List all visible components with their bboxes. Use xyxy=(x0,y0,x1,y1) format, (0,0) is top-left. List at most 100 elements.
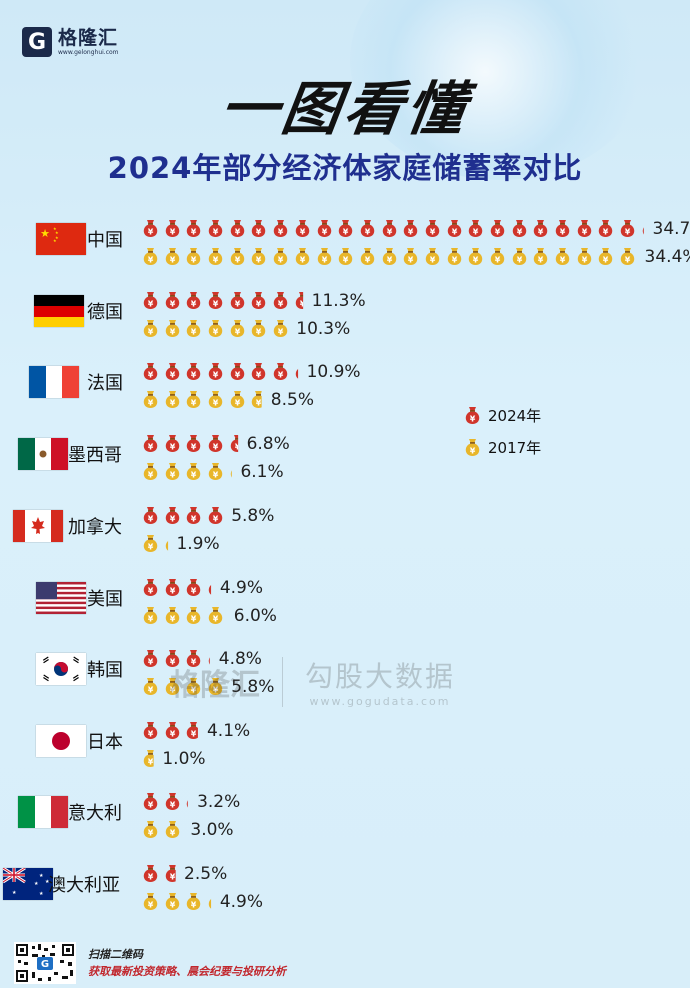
svg-text:¥: ¥ xyxy=(234,470,240,479)
svg-text:¥: ¥ xyxy=(408,227,414,236)
money-bag-red-icon: ¥ xyxy=(336,219,355,238)
category-label: 意大利 xyxy=(68,803,122,824)
money-bag-red-icon: ¥ xyxy=(445,219,464,238)
data-label: 6.8% xyxy=(246,433,290,454)
money-bag-red-icon: ¥ xyxy=(575,219,594,238)
svg-text:★: ★ xyxy=(34,881,39,887)
svg-text:¥: ¥ xyxy=(148,828,154,837)
money-bag-gold-icon: ¥ xyxy=(271,319,288,338)
svg-text:¥: ¥ xyxy=(148,542,154,551)
svg-text:¥: ¥ xyxy=(213,657,219,666)
svg-text:¥: ¥ xyxy=(603,227,609,236)
money-bag-gold-icon: ¥ xyxy=(466,247,485,266)
svg-text:¥: ¥ xyxy=(234,255,240,264)
svg-text:★: ★ xyxy=(55,230,59,235)
svg-text:¥: ¥ xyxy=(191,900,197,909)
svg-text:★: ★ xyxy=(39,891,44,897)
svg-text:¥: ¥ xyxy=(148,900,154,909)
svg-text:¥: ¥ xyxy=(213,370,219,379)
svg-text:¥: ¥ xyxy=(234,370,240,379)
money-bag-red-icon: ¥ xyxy=(163,506,182,525)
money-bag-red-icon: ¥ xyxy=(141,649,160,668)
bar-series-2024: ¥ ¥ ¥ ¥ ¥6.8% xyxy=(141,433,290,454)
svg-text:¥: ¥ xyxy=(581,227,587,236)
svg-text:¥: ¥ xyxy=(148,327,154,336)
money-bag-gold-icon: ¥ xyxy=(163,606,182,625)
svg-text:¥: ¥ xyxy=(148,370,154,379)
money-bag-red-icon: ¥ xyxy=(618,219,637,238)
chart-row: ★★★★★中国¥¥¥¥¥¥¥¥¥¥¥¥¥¥¥¥¥¥¥¥¥¥¥¥34.7%¥¥¥¥… xyxy=(0,212,690,272)
money-bag-gold-icon: ¥ xyxy=(228,462,232,481)
chart-row: 德国 ¥ ¥ ¥ ¥ ¥ ¥ ¥ ¥11.3% ¥ ¥ ¥ ¥ ¥ ¥ ¥10.3% xyxy=(0,284,690,344)
money-bag-gold-icon: ¥ xyxy=(141,390,160,409)
data-label: 34.4% xyxy=(644,246,690,267)
svg-text:¥: ¥ xyxy=(169,685,175,694)
brand-logo[interactable]: G 格隆汇 www.gelonghui.com xyxy=(22,27,119,57)
money-bag-gold-icon: ¥ xyxy=(141,892,160,911)
money-bag-gold-icon: ¥ xyxy=(163,820,182,839)
money-bag-red-icon: ¥ xyxy=(206,434,225,453)
korea-flag-icon xyxy=(36,653,86,685)
legend-item-2017: ¥2017年 xyxy=(463,437,541,458)
svg-text:¥: ¥ xyxy=(191,470,197,479)
svg-text:★: ★ xyxy=(55,235,59,240)
money-bag-red-icon: ¥ xyxy=(163,362,182,381)
gelonghui-logo-icon: G xyxy=(22,27,52,57)
svg-text:¥: ¥ xyxy=(625,255,631,264)
bar-series-2017: ¥ ¥ ¥ ¥ ¥ ¥8.5% xyxy=(141,389,314,410)
money-bag-red-icon: ¥ xyxy=(228,362,247,381)
money-bag-gold-icon: ¥ xyxy=(423,247,442,266)
bar-series-2024: ¥ ¥2.5% xyxy=(141,863,227,884)
qr-code-icon[interactable]: G xyxy=(14,942,76,984)
money-bag-red-icon: ¥ xyxy=(249,362,268,381)
money-bag-gold-icon: ¥ xyxy=(228,319,247,338)
chart-row: 美国 ¥ ¥ ¥ ¥4.9% ¥ ¥ ¥ ¥6.0% xyxy=(0,571,690,631)
svg-text:¥: ¥ xyxy=(278,255,284,264)
money-bag-red-icon: ¥ xyxy=(141,219,160,238)
svg-text:¥: ¥ xyxy=(278,327,284,336)
money-bag-gold-icon: ¥ xyxy=(141,247,160,266)
data-label: 10.9% xyxy=(306,361,361,382)
money-bag-gold-icon: ¥ xyxy=(141,677,160,696)
svg-text:¥: ¥ xyxy=(191,657,197,666)
data-label: 1.9% xyxy=(176,533,220,554)
svg-text:¥: ¥ xyxy=(191,327,197,336)
svg-text:¥: ¥ xyxy=(191,370,197,379)
money-bag-red-icon: ¥ xyxy=(596,219,615,238)
svg-text:¥: ¥ xyxy=(386,255,392,264)
italy-flag-icon xyxy=(18,796,68,828)
svg-text:★: ★ xyxy=(12,890,17,896)
money-bag-red-icon: ¥ xyxy=(141,291,160,310)
money-bag-gold-icon: ¥ xyxy=(293,247,312,266)
svg-text:¥: ¥ xyxy=(191,398,197,407)
money-bag-gold-icon: ¥ xyxy=(553,247,572,266)
money-bag-red-icon: ¥ xyxy=(293,291,303,310)
svg-text:¥: ¥ xyxy=(148,227,154,236)
svg-text:¥: ¥ xyxy=(169,828,175,837)
money-bag-red-icon: ¥ xyxy=(141,864,160,883)
money-bag-red-icon: ¥ xyxy=(206,506,223,525)
money-bag-gold-icon: ¥ xyxy=(249,319,268,338)
mexico-flag-icon xyxy=(18,438,68,470)
headline: 一图看懂 xyxy=(215,75,474,143)
money-bag-gold-icon: ¥ xyxy=(206,677,223,696)
bar-series-2024: ¥ ¥ ¥ ¥4.9% xyxy=(141,577,263,598)
svg-text:¥: ¥ xyxy=(169,657,175,666)
china-flag-icon: ★ ★ ★ ★ ★ xyxy=(36,223,86,255)
money-bag-red-icon: ¥ xyxy=(163,864,176,883)
svg-text:¥: ¥ xyxy=(430,227,436,236)
svg-text:¥: ¥ xyxy=(169,370,175,379)
svg-text:¥: ¥ xyxy=(256,299,262,308)
svg-text:¥: ¥ xyxy=(234,299,240,308)
svg-text:¥: ¥ xyxy=(191,255,197,264)
category-label: 澳大利亚 xyxy=(48,875,120,896)
money-bag-gold-icon: ¥ xyxy=(206,606,225,625)
chart-row: 加拿大 ¥ ¥ ¥ ¥5.8% ¥ ¥1.9% xyxy=(0,499,690,559)
chart-row: ★ ★ ★ ★ ★ 澳大利亚 ¥ ¥2.5% ¥ ¥ ¥ ¥4.9% xyxy=(0,857,690,917)
svg-text:¥: ¥ xyxy=(169,614,175,623)
svg-text:¥: ¥ xyxy=(300,227,306,236)
money-bag-red-icon: ¥ xyxy=(206,649,210,668)
money-bag-gold-icon: ¥ xyxy=(184,247,203,266)
money-bag-gold-icon: ¥ xyxy=(618,247,636,266)
france-flag-icon xyxy=(29,366,79,398)
